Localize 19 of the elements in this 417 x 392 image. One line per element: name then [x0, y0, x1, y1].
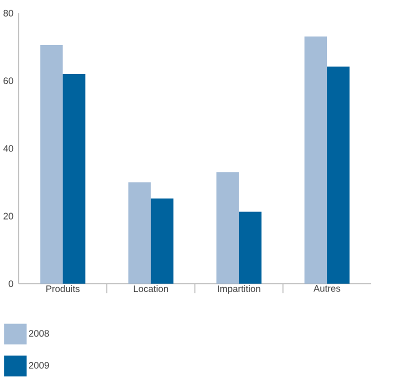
bar: [62, 74, 86, 284]
y-tick-label: 80: [4, 10, 14, 17]
y-tick-label: 40: [3, 145, 14, 152]
bar: [150, 198, 174, 284]
bar: [304, 36, 328, 284]
bar: [40, 45, 63, 284]
x-tick-label: Impartition: [218, 285, 260, 294]
y-tick-label: 0: [8, 280, 14, 288]
bar: [128, 182, 151, 284]
bar: [327, 66, 350, 284]
y-tick-label: 20: [4, 212, 14, 220]
legend-label: 2009: [28, 362, 49, 369]
y-tick-label: 60: [4, 78, 14, 84]
bar: [238, 212, 262, 284]
x-tick-label: Produits: [46, 285, 80, 292]
x-tick-label: Location: [134, 285, 168, 292]
legend-label: 2008: [28, 330, 49, 337]
x-tick-label: Autres: [314, 285, 340, 292]
bar: [216, 172, 239, 284]
